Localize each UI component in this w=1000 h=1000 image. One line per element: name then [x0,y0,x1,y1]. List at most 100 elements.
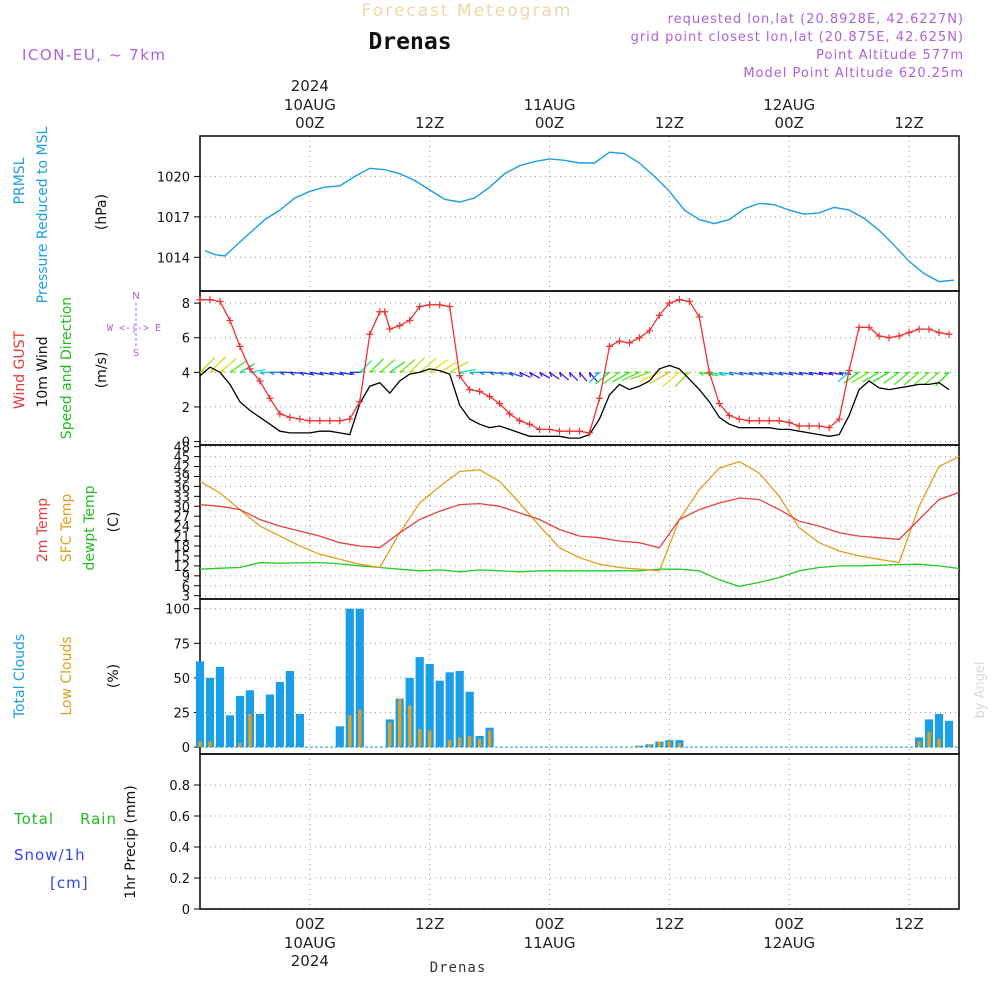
wind-barb [439,360,459,373]
time-label-top: 12Z [894,114,923,132]
total-cloud-bar [215,666,225,748]
wind-gust-point [536,425,544,433]
total-cloud-bar [944,720,954,748]
wind-barb-head [409,370,415,373]
total-cloud-bar [225,715,235,748]
pressure-ytick-label: 1020 [157,170,190,185]
wind-barb-head [558,372,562,378]
time-label-top: 00Z [535,114,564,132]
low-cloud-bar [248,713,252,748]
clouds-ytick-label: 25 [173,706,190,721]
date-label-bottom: 10AUG [284,934,336,952]
low-cloud-bar [458,737,462,748]
wind-gust-point [915,325,923,333]
total-cloud-bar [355,608,364,748]
wind-gust-point [416,303,424,311]
wind-barb [359,360,373,373]
time-label-bottom: 12Z [894,915,923,933]
total-cloud-bar [934,713,944,748]
wind-barb-head [349,371,355,376]
wind-gust-point [426,301,434,309]
wind-barb-head [499,371,504,376]
wind-barb [579,371,588,382]
wind-barb [219,358,237,373]
wind-barb [612,371,630,383]
temp-unit: (C) [106,512,122,533]
compass-south: S [133,348,139,359]
wind-barb-head [479,371,485,376]
wind-gust-point [446,303,454,311]
wind-gust-point [615,337,623,345]
precip-panel: 0 0.2 0.4 0.6 0.8 [169,753,960,918]
wind-gust-point [356,398,364,406]
wind-barb-head [614,371,620,374]
wind-panel: 0 2 4 6 8 [182,290,960,451]
wind-barb-head [519,371,523,377]
date-label-top: 12AUG [763,96,815,114]
temperature-ytick-label: 33 [173,490,190,505]
date-label-top: 11AUG [524,96,576,114]
clouds-unit: (%) [106,664,122,688]
wind-barb-head [199,370,205,373]
date-label-bottom: 12AUG [763,934,815,952]
wind-barb [789,371,802,376]
wind-gust-point [266,394,274,402]
wind-barb [903,371,920,386]
wind-barb [419,358,437,373]
wind-gust-point [835,415,843,423]
wind-barb [589,371,598,382]
low-cloud-bar [488,730,492,748]
wind-barb-head [319,371,325,376]
wind-gust-point [745,417,753,425]
sfc-temp-line [199,456,960,572]
wind-gust-point [296,415,304,423]
wind-barb-head [838,371,844,376]
wind-gust-point [436,301,444,309]
precip-cm-label: [cm] [50,874,89,892]
wind-gust-point [775,417,783,425]
point-altitude: Point Altitude 577m [816,48,964,63]
wind-gust-point [865,323,873,331]
wind-barb [595,371,610,385]
grid-point-coords: grid point closest lon,lat (20.875E, 42.… [631,30,964,45]
wind-barb [739,371,753,376]
wind-gust-point [715,399,723,407]
temperature-ytick-label: 21 [173,530,190,545]
wind-barb-head [339,371,345,376]
wind-gust-point [381,308,389,316]
wind-gust-point [685,297,693,305]
wind-gust-point [306,417,314,425]
wind-barb [603,371,620,385]
wind-gust-point [576,427,583,435]
wind-barb [799,371,812,376]
temperature-ytick-label: 36 [173,480,190,495]
wind-barb-head [894,371,900,374]
wind-gust-point [695,313,703,321]
wind-unit: (m/s) [94,352,110,389]
precip-ytick-label: 0.8 [169,779,190,794]
total-cloud-bar [445,672,454,747]
wind-gust-point [755,417,763,425]
low-cloud-bar [348,715,352,748]
wind-barb [829,371,841,375]
wind-barb-head [588,372,592,378]
wind-barb-head [548,372,553,378]
total-cloud-bar [255,713,264,748]
low-cloud-bar [667,741,671,747]
wind-gust-point [336,417,344,425]
wind-gust-point [735,415,743,423]
wind-gust-point [635,334,643,342]
wind-barb [289,371,303,374]
wind-barb-head [369,370,375,373]
total-cloud-bar [455,671,464,748]
wind-barb-head [509,371,514,377]
wind-barb-head [914,371,920,374]
wind-barb-head [309,371,315,376]
credit-text: by Angel [973,661,988,718]
wind-barb [229,360,247,373]
low-cloud-bar [448,740,452,748]
wind-barb-head [933,371,940,374]
wind-barb [893,371,910,386]
wind-gust-point [206,296,214,304]
